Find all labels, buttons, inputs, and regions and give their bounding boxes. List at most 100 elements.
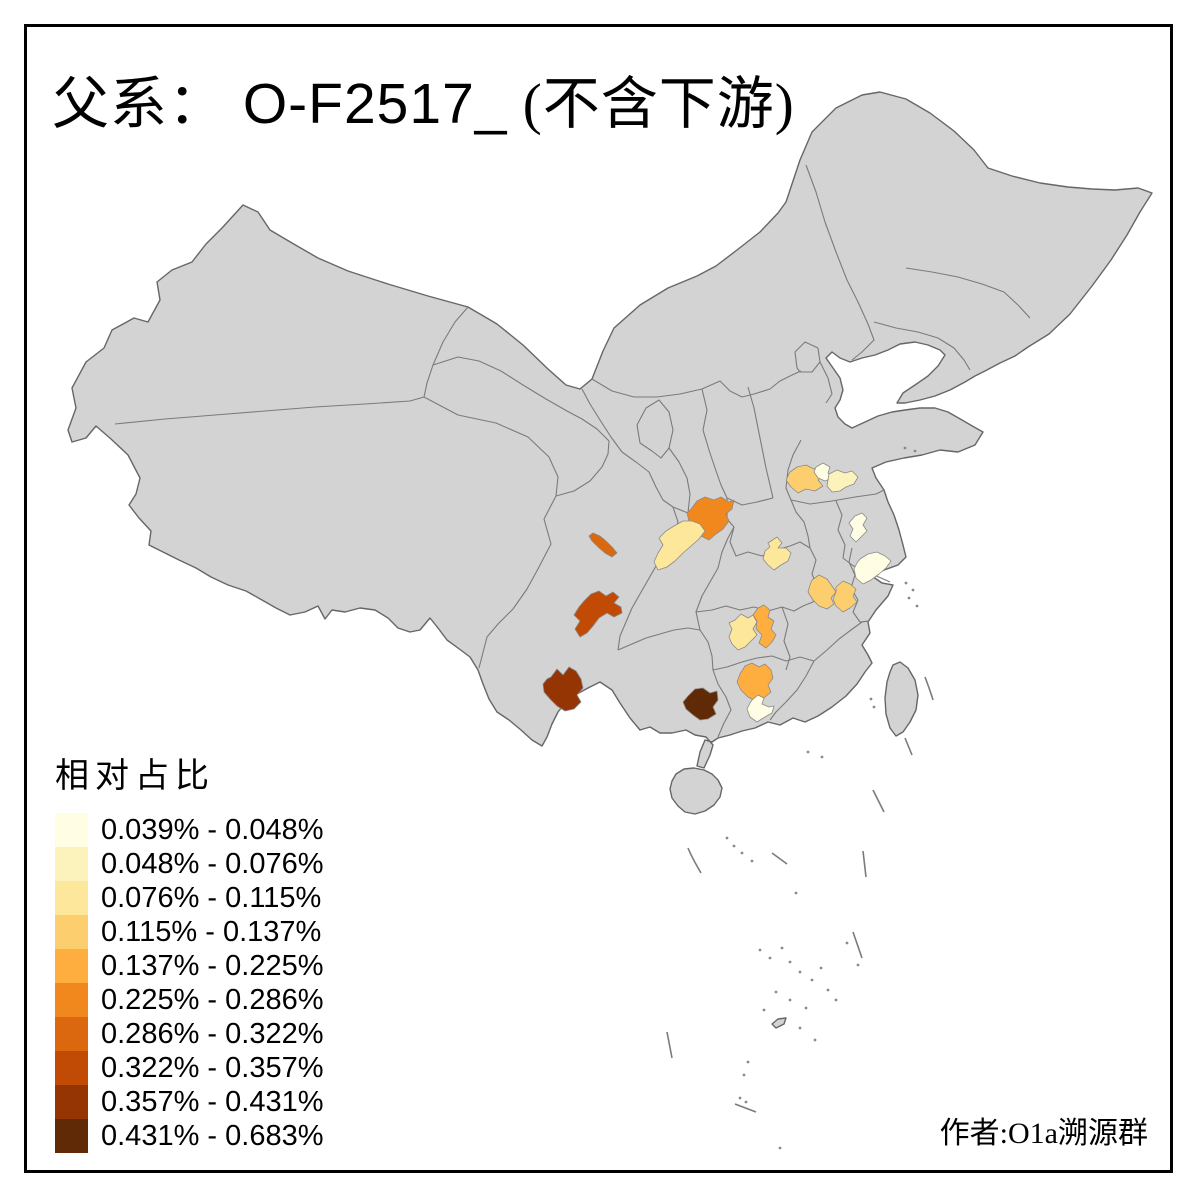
island-dot xyxy=(911,588,915,592)
island-dot xyxy=(778,1146,782,1150)
legend-swatch-7 xyxy=(55,1017,88,1051)
map-region-r_zhejiang_n xyxy=(853,551,892,585)
island-dot xyxy=(780,946,784,950)
island-dots-layer xyxy=(725,446,919,1150)
legend-label-3: 0.076% - 0.115% xyxy=(101,881,322,914)
legend-rows: 0.039% - 0.048% 0.048% - 0.076% 0.076% - 0… xyxy=(55,813,323,1153)
island-dot xyxy=(904,581,908,585)
island-dot xyxy=(856,963,860,967)
map-region-r_jx_ne_w xyxy=(807,574,837,610)
legend-row-5: 0.137% - 0.225% xyxy=(55,949,323,983)
hainan-island xyxy=(669,767,723,815)
map-region-r_sichuan_s xyxy=(573,590,623,638)
island-dot xyxy=(820,755,824,759)
island-dot xyxy=(903,446,907,450)
island-dot xyxy=(798,970,802,974)
map-region-r_jx_ne_e xyxy=(832,580,858,613)
title-prefix: 父系： xyxy=(52,73,226,136)
map-region-r_shandong_ne xyxy=(826,469,859,493)
island-dot xyxy=(742,1073,746,1077)
legend-label-5: 0.137% - 0.225% xyxy=(101,949,324,982)
legend-swatch-2 xyxy=(55,847,88,881)
taiwan-island xyxy=(884,661,919,737)
legend-swatch-3 xyxy=(55,881,88,915)
legend-swatch-1 xyxy=(55,813,88,847)
island-dot xyxy=(804,1006,808,1010)
island-dot xyxy=(915,604,919,608)
legend-swatch-4 xyxy=(55,915,88,949)
island-dot xyxy=(907,596,911,600)
legend-swatch-8 xyxy=(55,1051,88,1085)
legend-label-4: 0.115% - 0.137% xyxy=(101,915,322,948)
island-dot xyxy=(826,988,830,992)
island-dot xyxy=(845,941,849,945)
legend-label-7: 0.286% - 0.322% xyxy=(101,1017,324,1050)
legend-row-8: 0.322% - 0.357% xyxy=(55,1051,323,1085)
pratas-islet xyxy=(771,1017,787,1029)
title-haplogroup: O-F2517_ xyxy=(226,72,508,136)
legend-row-10: 0.431% - 0.683% xyxy=(55,1119,323,1153)
map-region-r_hunan_e xyxy=(752,604,777,649)
land-layer xyxy=(67,91,1153,815)
legend-swatch-9 xyxy=(55,1085,88,1119)
island-dot xyxy=(794,891,798,895)
legend-label-1: 0.039% - 0.048% xyxy=(101,813,324,846)
legend-label-6: 0.225% - 0.286% xyxy=(101,983,324,1016)
island-dot xyxy=(738,1096,742,1100)
legend-row-4: 0.115% - 0.137% xyxy=(55,915,323,949)
island-dot xyxy=(788,998,792,1002)
island-dot xyxy=(750,859,754,863)
legend-label-2: 0.048% - 0.076% xyxy=(101,847,324,880)
small-islands-layer xyxy=(666,676,934,1113)
island-dot xyxy=(810,978,814,982)
map-region-r_guangxi_c xyxy=(682,687,719,721)
island-dot xyxy=(768,956,772,960)
legend-row-1: 0.039% - 0.048% xyxy=(55,813,323,847)
legend-label-8: 0.322% - 0.357% xyxy=(101,1051,324,1084)
island-dot xyxy=(834,998,838,1002)
island-dot xyxy=(758,948,762,952)
map-region-r_guangdong_c xyxy=(746,694,775,723)
mainland-outline xyxy=(67,91,1153,769)
island-dot xyxy=(788,960,792,964)
author-credit: 作者:O1a溯源群 xyxy=(939,1117,1148,1150)
island-dot xyxy=(725,836,729,840)
legend-row-9: 0.357% - 0.431% xyxy=(55,1085,323,1119)
legend-row-7: 0.286% - 0.322% xyxy=(55,1017,323,1051)
map-region-r_jiangsu_c xyxy=(848,512,868,543)
legend-row-2: 0.048% - 0.076% xyxy=(55,847,323,881)
legend-label-10: 0.431% - 0.683% xyxy=(101,1119,324,1152)
island-dot xyxy=(872,705,876,709)
island-dot xyxy=(732,844,736,848)
island-dot xyxy=(774,990,778,994)
island-dot xyxy=(913,449,917,453)
legend-label-9: 0.357% - 0.431% xyxy=(101,1085,324,1118)
island-dot xyxy=(798,1026,802,1030)
island-dot xyxy=(819,966,823,970)
map-title: 父系： O-F2517_ (不含下游) xyxy=(52,58,795,140)
map-region-r_hubei_n xyxy=(762,536,792,571)
island-dot xyxy=(744,1100,748,1104)
legend-row-6: 0.225% - 0.286% xyxy=(55,983,323,1017)
island-dot xyxy=(762,1008,766,1012)
map-region-r_yunnan_c xyxy=(542,666,584,712)
map-region-r_sichuan_nw xyxy=(588,532,618,558)
legend-swatch-10 xyxy=(55,1119,88,1153)
legend-swatch-6 xyxy=(55,983,88,1017)
map-region-r_guangdong_n xyxy=(736,662,774,702)
island-dot xyxy=(740,851,744,855)
map-region-r_sichuan_ne xyxy=(653,520,706,571)
island-dot xyxy=(746,1060,750,1064)
island-dot xyxy=(869,697,873,701)
island-dot xyxy=(813,1038,817,1042)
legend-title: 相对占比 xyxy=(55,758,215,795)
legend-swatch-5 xyxy=(55,949,88,983)
colored-regions-layer xyxy=(542,462,892,723)
map-region-r_hunan_w xyxy=(728,613,758,651)
legend-row-3: 0.076% - 0.115% xyxy=(55,881,323,915)
island-dot xyxy=(806,750,810,754)
legend: 相对占比 0.039% - 0.048% 0.048% - 0.076% 0.076… xyxy=(55,748,323,1153)
title-suffix: (不含下游) xyxy=(507,73,795,136)
